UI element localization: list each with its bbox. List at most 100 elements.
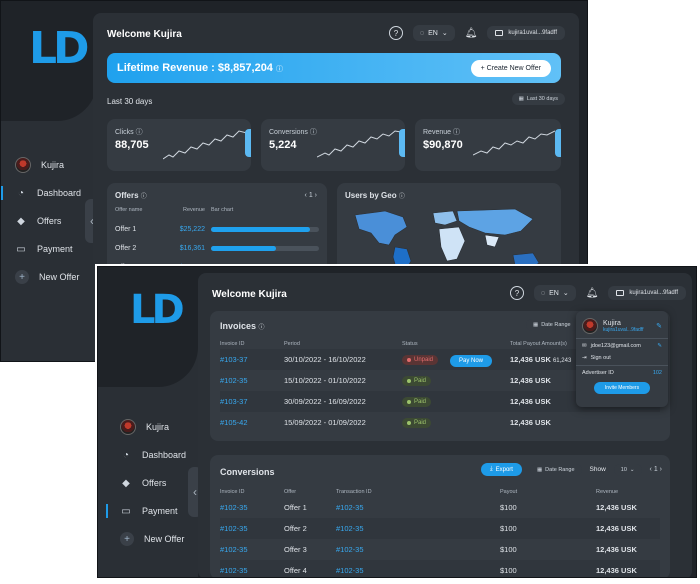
profile-identity: Kujira kujira1uval...9fadff (603, 320, 644, 333)
card-value: $90,870 (423, 139, 463, 151)
create-offer-button[interactable]: + Create New Offer (471, 60, 551, 77)
edit-icon[interactable]: ✎ (656, 322, 662, 330)
page-size-select[interactable]: 10 ⌄ (614, 464, 642, 476)
wallet-button[interactable]: kujira1uval...9fadff (608, 286, 686, 300)
sidebar-item-payment[interactable]: ▭ Payment (120, 497, 186, 525)
geo-title-text: Users by Geo (345, 191, 397, 200)
transaction-id-link[interactable]: #102-35 (336, 497, 500, 518)
bell-icon[interactable]: 🔔︎ (586, 288, 599, 299)
header-actions: ? ◌ EN ⌄ 🔔︎ kujira1uval...9fadff (389, 25, 565, 41)
status-dot (407, 358, 411, 362)
conversions-body: #102-35 Offer 1 #102-35 $100 12,436 USK #… (220, 497, 660, 578)
invoice-id-link[interactable]: #105-42 (220, 412, 284, 433)
sidebar-item-label: Offers (142, 478, 166, 488)
wallet-button[interactable]: kujira1uval...9fadff (487, 26, 565, 40)
conversions-pager[interactable]: ‹ 1 › (650, 466, 662, 473)
sign-out-item[interactable]: ⇥ Sign out (576, 353, 668, 365)
invoice-status-cell: Paid (402, 370, 450, 391)
help-icon[interactable]: ? (510, 286, 524, 300)
sidebar-item-dashboard[interactable]: ◔ Dashboard (15, 179, 81, 207)
sidebar-item-label: Dashboard (37, 188, 81, 198)
dashboard-icon: ◔ (15, 187, 27, 199)
table-row[interactable]: #105-42 15/09/2022 - 01/09/2022 Paid 12,… (220, 412, 660, 433)
offers-pager[interactable]: ‹ 1 › (305, 192, 317, 199)
export-button[interactable]: ⤓ Export (481, 463, 522, 476)
offers-title-text: Offers (115, 191, 139, 200)
sidebar-item-offers[interactable]: ◆ Offers (120, 469, 186, 497)
table-row[interactable]: #102-35 Offer 2 #102-35 $100 12,436 USK (220, 518, 660, 539)
mail-icon: ✉ (582, 343, 587, 349)
language-select[interactable]: ◌ EN ⌄ (534, 285, 576, 301)
wallet-icon (495, 30, 503, 36)
period-picker[interactable]: ▦ Last 30 days (512, 93, 565, 105)
sidebar-nav: Kujira ◔ Dashboard ◆ Offers ▭ Payment + … (15, 151, 81, 291)
invoice-action-cell (450, 391, 510, 412)
sidebar-user[interactable]: Kujira (120, 413, 186, 441)
avatar (120, 419, 136, 435)
invoice-id-link[interactable]: #102-35 (220, 518, 284, 539)
language-select[interactable]: ◌ EN ⌄ (413, 25, 455, 41)
invoice-id-link[interactable]: #102-35 (220, 497, 284, 518)
sidebar-item-new-offer[interactable]: + New Offer (15, 263, 81, 291)
sidebar-item-dashboard[interactable]: ◔ Dashboard (120, 441, 186, 469)
invite-members-button[interactable]: Invite Members (594, 382, 650, 394)
show-label: Show (590, 466, 606, 473)
offer-row[interactable]: Offer 1 $25,222 (115, 223, 319, 235)
revenue-card: Revenue ⓘ $90,870 (415, 119, 561, 171)
transaction-id-link[interactable]: #102-35 (336, 518, 500, 539)
sidebar-item-new-offer[interactable]: + New Offer (120, 525, 186, 553)
edit-icon[interactable]: ✎ (657, 343, 662, 349)
sidebar-item-payment[interactable]: ▭ Payment (15, 235, 81, 263)
status-dot (407, 379, 411, 383)
invoices-date-range[interactable]: ▦ Date Range (526, 319, 578, 331)
conversions-card: Conversions ⓘ 5,224 (261, 119, 405, 171)
card-tab (399, 129, 405, 157)
table-row[interactable]: #102-35 Offer 4 #102-35 $100 12,436 USK (220, 560, 660, 578)
sidebar-user[interactable]: Kujira (15, 151, 81, 179)
invoice-id-link[interactable]: #103-37 (220, 349, 284, 370)
offer-cell: Offer 4 (284, 560, 336, 578)
transaction-id-link[interactable]: #102-35 (336, 539, 500, 560)
invoice-id-link[interactable]: #103-37 (220, 391, 284, 412)
chevron-left-icon: ‹ (193, 485, 197, 499)
payout-cell: $100 (500, 560, 596, 578)
transaction-id-link[interactable]: #102-35 (336, 560, 500, 578)
conversions-title: Conversions (220, 467, 275, 477)
invoice-id-link[interactable]: #102-35 (220, 539, 284, 560)
sparkline (163, 125, 247, 165)
avatar (15, 157, 31, 173)
sidebar-item-label: Payment (37, 244, 73, 254)
profile-email-text: jdoe123@gmail.com (591, 343, 641, 349)
status-dot (407, 421, 411, 425)
invoice-id-link[interactable]: #102-35 (220, 370, 284, 391)
sidebar-item-offers[interactable]: ◆ Offers (15, 207, 81, 235)
app-logo: LD (130, 287, 181, 333)
status-dot (407, 400, 411, 404)
advertiser-label: Advertiser ID (582, 370, 614, 376)
dashboard-icon: ◔ (120, 449, 132, 461)
status-badge: Paid (402, 418, 431, 428)
calendar-icon: ▦ (537, 467, 542, 473)
download-icon: ⤓ (490, 466, 493, 473)
sidebar-item-label: Payment (142, 506, 178, 516)
table-row[interactable]: #102-35 Offer 1 #102-35 $100 12,436 USK (220, 497, 660, 518)
language-value: EN (549, 290, 559, 297)
revenue-cell: 12,436 USK (596, 518, 660, 539)
offer-row[interactable]: Offer 2 $16,361 (115, 242, 319, 254)
offer-cell: Offer 2 (284, 518, 336, 539)
invoices-title-text: Invoices (220, 321, 256, 331)
table-row[interactable]: #102-35 Offer 3 #102-35 $100 12,436 USK (220, 539, 660, 560)
col-revenue: Revenue (165, 207, 205, 213)
offer-bar (211, 227, 310, 232)
col-action (450, 339, 510, 349)
conversions-date-range[interactable]: ▦ Date Range (530, 464, 582, 476)
offers-page: 1 (309, 192, 313, 199)
card-label-text: Revenue (423, 129, 451, 136)
help-icon[interactable]: ? (389, 26, 403, 40)
card-tab (245, 129, 251, 157)
pay-now-button[interactable]: Pay Now (450, 355, 492, 367)
bell-icon[interactable]: 🔔︎ (465, 28, 478, 39)
invoice-id-link[interactable]: #102-35 (220, 560, 284, 578)
invoice-amount: 12,436 USK (510, 376, 551, 385)
advertiser-id: 102 (653, 370, 662, 376)
